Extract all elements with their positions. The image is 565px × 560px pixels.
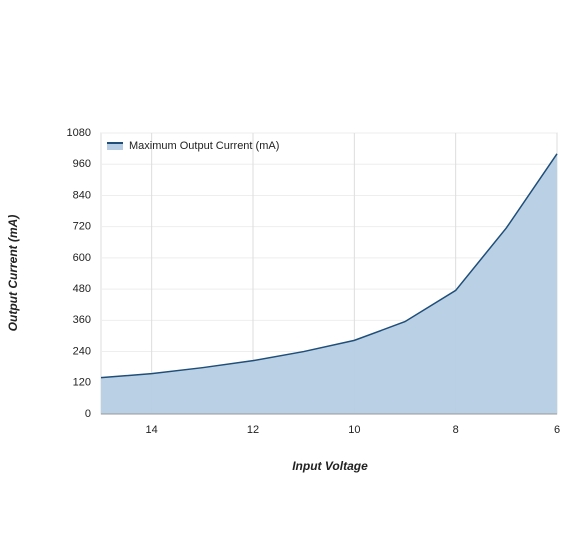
y-tick-label: 0 [85,408,91,420]
y-tick-label: 480 [73,283,91,295]
y-tick-label: 120 [73,377,91,389]
legend-swatch [107,143,123,150]
x-tick-label: 6 [554,424,560,436]
x-tick-label: 14 [146,424,158,436]
area [101,153,557,414]
x-tick-label: 8 [453,424,459,436]
legend-label: Maximum Output Current (mA) [129,140,279,152]
y-tick-label: 1080 [67,127,91,139]
y-tick-label: 840 [73,189,91,201]
x-axis-label: Input Voltage [292,459,368,473]
y-axis-label: Output Current (mA) [6,215,20,332]
y-tick-label: 360 [73,314,91,326]
x-tick-label: 12 [247,424,259,436]
y-tick-label: 960 [73,158,91,170]
y-tick-label: 240 [73,345,91,357]
y-tick-label: 720 [73,221,91,233]
line [100,153,558,379]
y-tick-label: 600 [73,252,91,264]
x-tick-label: 10 [348,424,360,436]
